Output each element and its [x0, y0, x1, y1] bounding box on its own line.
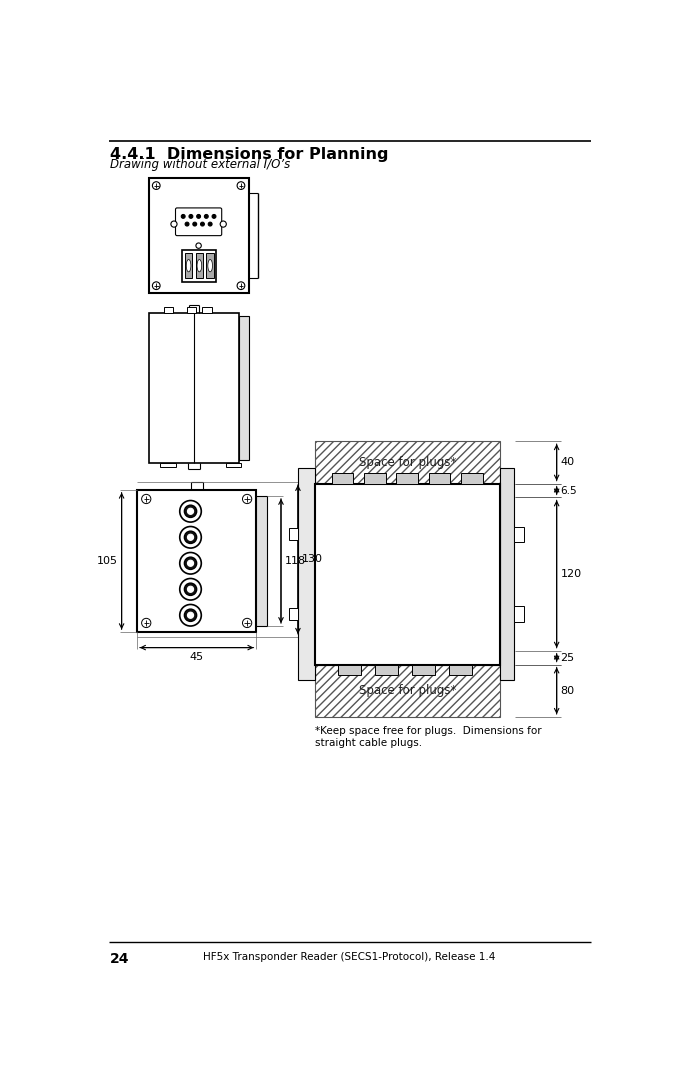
- Circle shape: [184, 505, 196, 517]
- Text: HF5x Transponder Reader (SECS1-Protocol), Release 1.4: HF5x Transponder Reader (SECS1-Protocol)…: [203, 951, 496, 962]
- Bar: [181, 250, 216, 281]
- Bar: [315, 664, 500, 717]
- Bar: [185, 253, 192, 278]
- Text: 130: 130: [302, 554, 323, 564]
- Bar: [461, 472, 483, 483]
- Bar: [315, 483, 500, 664]
- Bar: [514, 527, 524, 542]
- Text: 4.4.1  Dimensions for Planning: 4.4.1 Dimensions for Planning: [110, 147, 389, 163]
- Circle shape: [196, 243, 201, 249]
- Text: 6.5: 6.5: [561, 485, 577, 495]
- Circle shape: [180, 578, 201, 600]
- Bar: [149, 178, 249, 293]
- Circle shape: [180, 527, 201, 548]
- Text: Space for plugs*: Space for plugs*: [359, 684, 456, 697]
- Circle shape: [180, 501, 201, 523]
- Bar: [429, 472, 450, 483]
- Text: 80: 80: [561, 686, 575, 696]
- Circle shape: [220, 221, 226, 227]
- Circle shape: [181, 215, 185, 218]
- Bar: [449, 664, 472, 675]
- Text: 25: 25: [561, 652, 575, 662]
- Bar: [187, 308, 196, 313]
- Bar: [164, 308, 173, 313]
- Circle shape: [171, 221, 177, 227]
- Circle shape: [184, 609, 196, 622]
- Text: 118: 118: [285, 556, 306, 566]
- Circle shape: [185, 223, 189, 226]
- Bar: [298, 468, 315, 680]
- Bar: [500, 468, 514, 680]
- Text: 120: 120: [561, 570, 582, 579]
- Text: *Keep space free for plugs.  Dimensions for
straight cable plugs.: *Keep space free for plugs. Dimensions f…: [315, 727, 542, 747]
- Ellipse shape: [197, 260, 202, 272]
- Bar: [149, 313, 239, 463]
- Circle shape: [180, 604, 201, 626]
- Circle shape: [208, 223, 212, 226]
- Ellipse shape: [186, 260, 191, 272]
- Bar: [375, 664, 398, 675]
- Circle shape: [188, 586, 194, 592]
- Bar: [160, 463, 175, 467]
- Bar: [412, 664, 435, 675]
- Circle shape: [201, 223, 205, 226]
- Bar: [206, 253, 214, 278]
- Circle shape: [188, 535, 194, 540]
- Circle shape: [184, 583, 196, 596]
- Bar: [137, 490, 256, 632]
- Bar: [332, 472, 353, 483]
- Bar: [315, 441, 500, 483]
- Bar: [514, 607, 524, 622]
- Text: 24: 24: [110, 951, 130, 966]
- Bar: [256, 496, 267, 626]
- Circle shape: [188, 508, 194, 514]
- Text: 45: 45: [190, 652, 204, 662]
- Circle shape: [202, 252, 207, 257]
- Bar: [239, 315, 249, 459]
- Bar: [396, 472, 418, 483]
- Circle shape: [180, 552, 201, 574]
- Bar: [338, 664, 361, 675]
- Bar: [226, 463, 241, 467]
- Circle shape: [212, 215, 216, 218]
- Text: 40: 40: [561, 457, 575, 467]
- Circle shape: [196, 215, 201, 218]
- Text: Drawing without external I/O’s: Drawing without external I/O’s: [110, 158, 291, 171]
- Circle shape: [189, 215, 193, 218]
- Ellipse shape: [208, 260, 213, 272]
- Bar: [196, 253, 203, 278]
- FancyBboxPatch shape: [175, 208, 222, 236]
- Circle shape: [193, 223, 196, 226]
- Bar: [203, 308, 211, 313]
- Circle shape: [205, 215, 208, 218]
- Bar: [364, 472, 386, 483]
- Bar: [288, 608, 298, 620]
- Text: 105: 105: [97, 556, 118, 566]
- Circle shape: [184, 558, 196, 570]
- Text: Space for plugs*: Space for plugs*: [359, 456, 456, 469]
- Circle shape: [188, 612, 194, 619]
- Bar: [288, 528, 298, 540]
- Circle shape: [184, 531, 196, 543]
- Circle shape: [188, 560, 194, 566]
- Circle shape: [190, 252, 195, 257]
